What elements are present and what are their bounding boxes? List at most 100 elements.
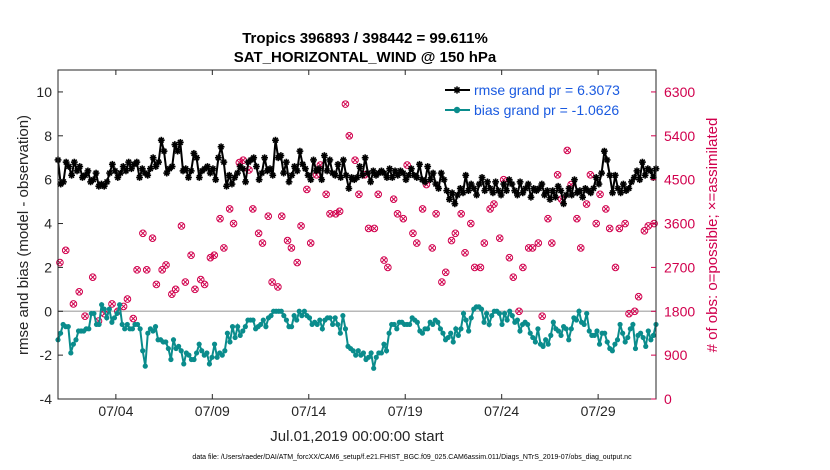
bias-point (440, 330, 446, 336)
bias-point (209, 354, 215, 360)
rmse-point (195, 174, 203, 181)
rmse-point (280, 169, 288, 177)
bias-point (563, 326, 569, 332)
bias-point (260, 317, 266, 323)
obs-count-point (413, 239, 421, 247)
bias-point (250, 317, 256, 323)
obs-count-point (480, 239, 489, 247)
rmse-point (513, 191, 521, 199)
bias-point (371, 365, 377, 371)
rmse-series (54, 136, 660, 208)
rmse-point (84, 167, 92, 175)
rmse-point (619, 180, 627, 188)
bias-point (232, 334, 238, 341)
rmse-point (497, 191, 505, 199)
rmse-point (171, 141, 179, 148)
rmse-point (272, 136, 279, 144)
rmse-point (462, 171, 470, 179)
legend-box (441, 76, 651, 119)
obs-count-point (277, 212, 286, 221)
bias-point (645, 328, 651, 334)
obs-count-point (303, 185, 311, 194)
bias-point (306, 315, 313, 321)
rmse-point (220, 158, 228, 166)
rmse-point (598, 169, 606, 177)
obs-count-point (470, 263, 479, 272)
rmse-point (255, 176, 263, 184)
bias-point (360, 350, 367, 356)
bias-series (55, 301, 659, 371)
rmse-point (114, 174, 122, 181)
bias-point (142, 363, 148, 369)
obs-count-point (264, 212, 273, 221)
rmse-point (250, 154, 258, 162)
rmse-point (334, 160, 342, 168)
obs-count-point (108, 300, 116, 308)
bias-point (568, 326, 574, 332)
rmse-point (190, 149, 198, 157)
rmse-point (636, 176, 644, 184)
bias-point (614, 337, 621, 343)
obs-count-point (162, 261, 170, 269)
obs-count-point (187, 251, 195, 260)
bias-point (296, 308, 302, 314)
rmse-point (320, 152, 328, 159)
bias-point (263, 324, 269, 330)
bias-point (327, 315, 333, 321)
rmse-point (467, 180, 475, 188)
rmse-point (204, 163, 211, 170)
rmse-point (424, 163, 432, 170)
obs-count-point (428, 244, 437, 252)
bias-point (602, 330, 608, 336)
bias-point (227, 339, 233, 345)
obs-count-point (168, 290, 176, 299)
rmse-point (337, 174, 345, 181)
obs-count-point (611, 263, 620, 272)
bias-point (640, 334, 646, 341)
bias-point (509, 313, 515, 319)
bias-point (268, 313, 274, 319)
rmse-point (106, 169, 114, 177)
bias-point (181, 361, 187, 367)
bias-point (314, 321, 320, 328)
chart-title-line-1: Tropics 396893 / 398442 = 99.611% (242, 30, 488, 47)
bias-point (111, 315, 118, 321)
obs-count-point (563, 146, 572, 155)
rmse-point (89, 176, 97, 184)
rmse-point (571, 176, 578, 184)
rmse-point (399, 169, 407, 177)
rmse-point (625, 185, 633, 192)
bias-point (104, 315, 110, 321)
rmse-point (546, 196, 554, 203)
y2-tick-label: 900 (664, 347, 688, 363)
obs-count-point (152, 280, 161, 289)
bias-point (584, 310, 590, 317)
rmse-point (187, 167, 195, 175)
bias-point (407, 321, 413, 328)
bias-point (317, 317, 323, 323)
bias-point (176, 343, 182, 349)
y-tick-label: 2 (44, 259, 52, 275)
rmse-point (522, 185, 529, 192)
rmse-point (149, 154, 157, 162)
observation-counts-series (56, 100, 658, 325)
rmse-point (176, 138, 184, 146)
obs-count-point (615, 224, 624, 233)
bias-point (283, 317, 290, 323)
bias-point (165, 345, 171, 352)
obs-count-point (142, 266, 151, 274)
legend-rmse-star (453, 86, 461, 94)
bias-point (632, 345, 639, 352)
rmse-point (554, 182, 562, 190)
obs-count-point (69, 300, 78, 308)
rmse-point (565, 185, 573, 192)
obs-count-point (640, 227, 649, 235)
obs-count-point (602, 205, 610, 213)
rmse-point (168, 163, 176, 170)
rmse-point (65, 163, 73, 170)
rmse-point (282, 158, 290, 166)
obs-count-point (306, 239, 315, 247)
rmse-point (356, 163, 364, 170)
rmse-point (538, 180, 546, 188)
obs-count-point (393, 209, 402, 218)
